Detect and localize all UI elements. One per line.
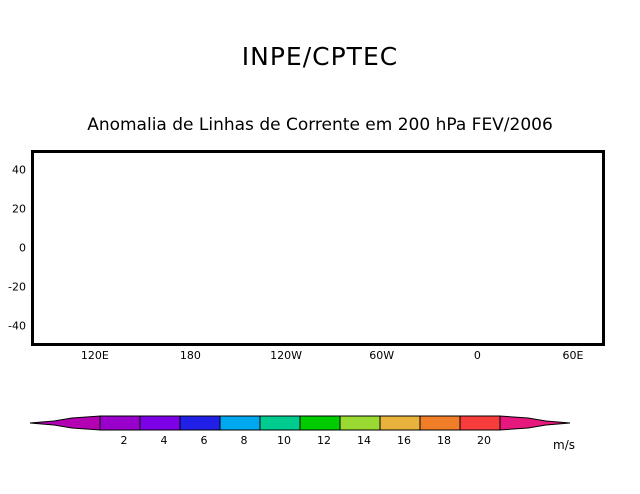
x-axis-labels: 120E 180 120W 60W 0 60E [31,349,605,369]
colorbar-tick-label: 20 [477,434,491,447]
map-frame [31,150,605,346]
y-tick-label: 0 [19,241,26,255]
colorbar-segment [379,415,421,431]
colorbar-tick-label: 14 [357,434,371,447]
colorbar-tick-label: 6 [200,434,208,447]
colorbar-segment [299,415,341,431]
colorbar-tick-label: 2 [120,434,128,447]
x-tick-label: 120W [270,349,303,362]
colorbar-tick-label: 8 [240,434,248,447]
colorbar-swatches [29,415,571,431]
colorbar-segment [259,415,301,431]
colorbar-over-arrow [499,415,571,431]
colorbar-tick-label: 12 [317,434,331,447]
chart-subtitle: Anomalia de Linhas de Corrente em 200 hP… [87,115,553,135]
colorbar-tick-label: 10 [277,434,291,447]
x-tick-label: 0 [473,349,481,362]
map-plot-area [31,150,605,346]
y-tick-label: -20 [8,280,26,294]
colorbar-under-arrow [29,415,101,431]
colorbar-tick-label: 16 [397,434,411,447]
colorbar-segment [179,415,221,431]
colorbar-tick-label: 4 [160,434,168,447]
page-title: INPE/CPTEC [241,42,399,71]
colorbar-segment [99,415,141,431]
x-tick-label: 60W [369,349,395,362]
colorbar-segment [219,415,261,431]
y-tick-label: 20 [12,202,26,216]
colorbar-tick-label: 18 [437,434,451,447]
x-tick-label: 180 [179,349,201,362]
x-tick-label: 60E [562,349,584,362]
x-tick-label: 120E [80,349,109,362]
colorbar-segment [459,415,501,431]
colorbar: 2 4 6 8 10 12 14 16 18 20 m/s [0,404,640,464]
colorbar-segment [139,415,181,431]
colorbar-segment [419,415,461,431]
y-tick-label: -40 [8,319,26,333]
y-axis-labels: 40 20 0 -20 -40 [0,150,29,346]
colorbar-segment [339,415,381,431]
colorbar-unit-label: m/s [553,438,575,452]
y-tick-label: 40 [12,163,26,177]
